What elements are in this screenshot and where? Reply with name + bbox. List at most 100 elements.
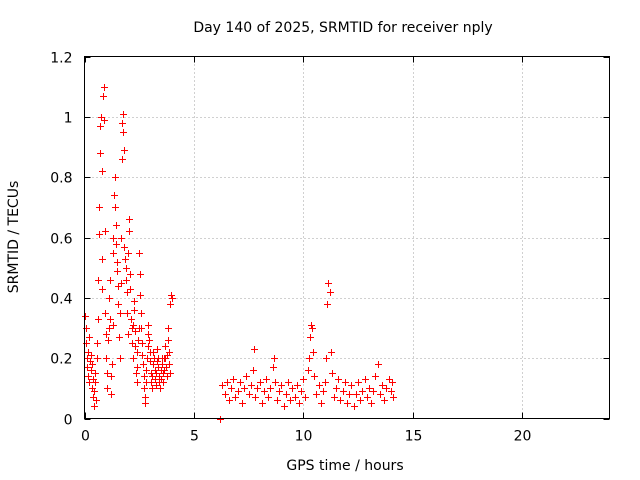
data-point [123, 265, 130, 272]
data-point [328, 349, 335, 356]
data-point [133, 370, 140, 377]
data-point [265, 394, 272, 401]
data-point [152, 376, 159, 383]
data-point [117, 310, 124, 317]
data-point [160, 370, 167, 377]
data-point [85, 373, 92, 380]
data-point [217, 416, 224, 423]
data-point [127, 271, 134, 278]
data-point [99, 286, 106, 293]
data-point [94, 340, 101, 347]
data-point [150, 349, 157, 356]
data-point [103, 355, 110, 362]
data-point [114, 259, 121, 266]
data-point [222, 391, 229, 398]
data-point [116, 334, 123, 341]
data-point [359, 388, 366, 395]
data-point [112, 204, 119, 211]
data-point [311, 373, 318, 380]
data-point [292, 394, 299, 401]
y-tick-label: 0.8 [50, 171, 72, 187]
data-point [298, 388, 305, 395]
data-point [153, 382, 160, 389]
data-point [337, 397, 344, 404]
data-point [82, 313, 89, 320]
data-point [368, 400, 375, 407]
data-point [113, 241, 120, 248]
y-tick-label: 1 [64, 111, 73, 127]
data-point [110, 250, 117, 257]
data-point [153, 370, 160, 377]
data-point [101, 84, 108, 91]
y-tick-label: 0.4 [50, 292, 72, 308]
data-point [96, 231, 103, 238]
y-tick-label: 0 [64, 413, 73, 429]
data-point [108, 373, 115, 380]
data-point [340, 388, 347, 395]
data-point [88, 367, 95, 374]
data-point [296, 400, 303, 407]
data-point [107, 316, 114, 323]
data-point [370, 388, 377, 395]
data-point [267, 385, 274, 392]
data-point [145, 322, 152, 329]
data-point [344, 400, 351, 407]
data-point [101, 117, 108, 124]
data-point [104, 385, 111, 392]
data-point [224, 379, 231, 386]
data-point [219, 382, 226, 389]
data-point [375, 361, 382, 368]
data-point [163, 364, 170, 371]
data-point [162, 343, 169, 350]
data-point [94, 355, 101, 362]
data-point [241, 385, 248, 392]
data-point [348, 382, 355, 389]
data-point [305, 367, 312, 374]
data-point [126, 228, 133, 235]
data-point [117, 355, 124, 362]
data-point [95, 277, 102, 284]
data-point [141, 373, 148, 380]
data-point [114, 268, 121, 275]
data-point [124, 289, 131, 296]
data-point [325, 280, 332, 287]
data-point [308, 322, 315, 329]
data-point [357, 397, 364, 404]
data-point [331, 394, 338, 401]
data-point [167, 370, 174, 377]
data-point [274, 397, 281, 404]
data-point [115, 301, 122, 308]
data-point [84, 355, 91, 362]
data-point [110, 235, 117, 242]
data-point [235, 388, 242, 395]
data-point [103, 331, 110, 338]
data-point [351, 403, 358, 410]
data-point [278, 382, 285, 389]
data-point [302, 394, 309, 401]
data-point [355, 379, 362, 386]
data-point [372, 373, 379, 380]
data-point [362, 376, 369, 383]
data-point [138, 325, 145, 332]
y-axis-label: SRMTID / TECUs [6, 181, 22, 294]
data-point [271, 355, 278, 362]
data-point [329, 370, 336, 377]
data-point [120, 129, 127, 136]
data-point [129, 340, 136, 347]
data-points [82, 84, 397, 423]
data-point [145, 331, 152, 338]
data-point [97, 150, 104, 157]
x-tick-label: 10 [295, 429, 313, 445]
data-point [121, 147, 128, 154]
x-axis-label: GPS time / hours [286, 458, 403, 474]
data-point [120, 111, 127, 118]
data-point [132, 328, 139, 335]
data-point [287, 397, 294, 404]
data-point [276, 388, 283, 395]
data-point [119, 156, 126, 163]
data-point [107, 277, 114, 284]
data-point [92, 379, 99, 386]
data-point [129, 325, 136, 332]
data-point [104, 370, 111, 377]
